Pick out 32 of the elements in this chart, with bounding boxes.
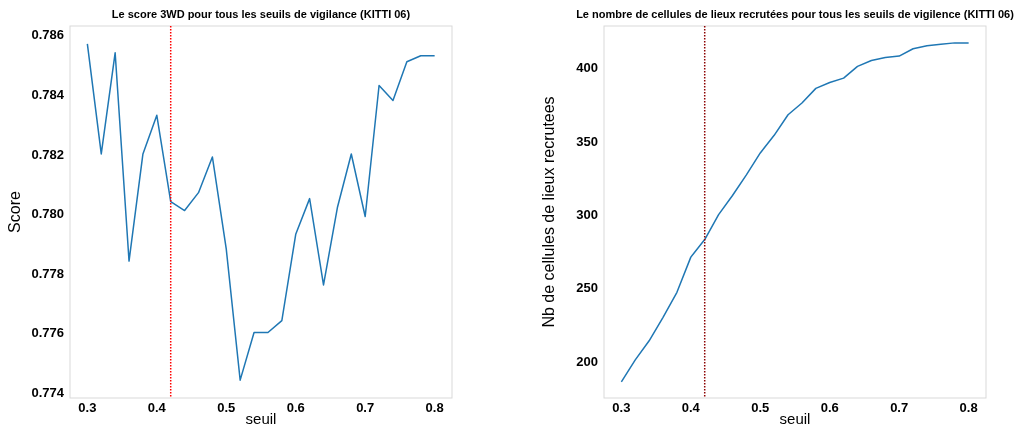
x-tick-label: 0.5 <box>751 400 770 415</box>
x-tick-label: 0.6 <box>820 400 839 415</box>
x-tick-label: 0.7 <box>890 400 909 415</box>
y-tick-label: 0.778 <box>31 265 64 281</box>
y-tick-label: 0.774 <box>31 384 65 400</box>
x-tick-label: 0.4 <box>681 400 701 415</box>
x-tick-label: 0.5 <box>217 400 236 415</box>
y-tick-label: 250 <box>576 280 598 296</box>
y-tick-label: 0.776 <box>31 325 64 341</box>
line-series <box>86 43 436 381</box>
y-tick-label: 300 <box>576 207 598 223</box>
y-tick-label: 350 <box>576 133 598 149</box>
x-tick-label: 0.6 <box>286 400 305 415</box>
y-tick-label: 0.784 <box>31 87 65 102</box>
x-tick-label: 0.8 <box>959 400 978 415</box>
y-axis-title: Score <box>6 191 23 233</box>
x-tick-label: 0.4 <box>147 400 167 415</box>
x-tick-label: 0.3 <box>78 400 97 415</box>
x-axis-title: seuil <box>245 410 277 427</box>
y-tick-label: 200 <box>576 353 598 369</box>
y-axis-title: Nb de cellules de lieux recrutees <box>540 96 557 328</box>
y-tick-label: 0.786 <box>31 27 64 43</box>
chart-title: Le nombre de cellules de lieux recrutées pour tous les seuils de vigilence (KITTI 06) <box>576 8 1015 20</box>
y-tick-label: 400 <box>576 60 598 76</box>
chart-title: Le score 3WD pour tous les seuils de vigilance (KITTI 06) <box>111 8 411 20</box>
x-tick-label: 0.3 <box>612 400 631 415</box>
y-tick-label: 0.780 <box>31 206 64 222</box>
y-tick-label: 0.782 <box>31 146 64 162</box>
x-axis-title: seuil <box>779 410 811 427</box>
x-tick-label: 0.7 <box>356 400 375 415</box>
x-tick-label: 0.8 <box>425 400 444 415</box>
line-series <box>620 42 970 383</box>
